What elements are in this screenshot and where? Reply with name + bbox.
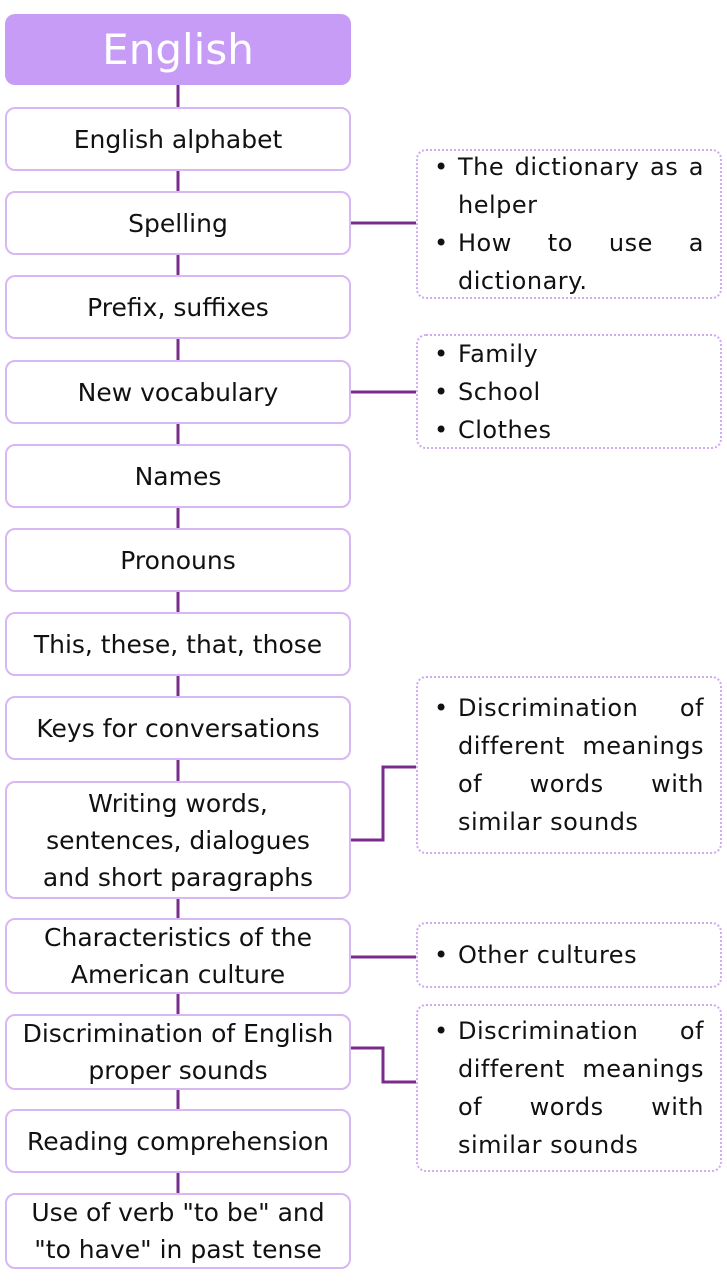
topic-verb-to-be-to-have: Use of verb "to be" and "to have" in pas… [5,1193,351,1269]
note-item: • Other cultures [434,941,638,969]
topic-english-alphabet: English alphabet [5,107,351,171]
topic-writing: Writing words, sentences, dialogues and … [5,781,351,899]
note-american-culture: • Other cultures [416,922,722,988]
note-item: • Discrimination of different meanings of… [434,694,704,836]
note-writing: • Discrimination of different meanings of… [416,676,722,854]
note-item: • The dictionary as a helper [434,153,704,219]
note-item: • How to use a dictionary. [434,229,704,295]
topic-names: Names [5,444,351,508]
topic-english-sounds: Discrimination of English proper sounds [5,1014,351,1090]
note-item: • School [434,377,541,406]
topic-reading-comprehension: Reading comprehension [5,1109,351,1173]
note-english-sounds: • Discrimination of different meanings of… [416,1004,722,1172]
note-new-vocabulary: • Family • School • Clothes [416,334,722,449]
topic-pronouns: Pronouns [5,528,351,592]
note-item: • Family [434,339,539,368]
topic-new-vocabulary: New vocabulary [5,360,351,424]
topic-spelling: Spelling [5,191,351,255]
topic-keys-for-conversations: Keys for conversations [5,696,351,760]
note-item: • Clothes [434,415,552,444]
topic-american-culture: Characteristics of the American culture [5,918,351,994]
topic-prefix-suffixes: Prefix, suffixes [5,275,351,339]
diagram-title: English [5,14,351,85]
note-item: • Discrimination of different meanings of… [434,1017,704,1159]
topic-demonstratives: This, these, that, those [5,612,351,676]
note-spelling: • The dictionary as a helper • How to use … [416,149,722,299]
